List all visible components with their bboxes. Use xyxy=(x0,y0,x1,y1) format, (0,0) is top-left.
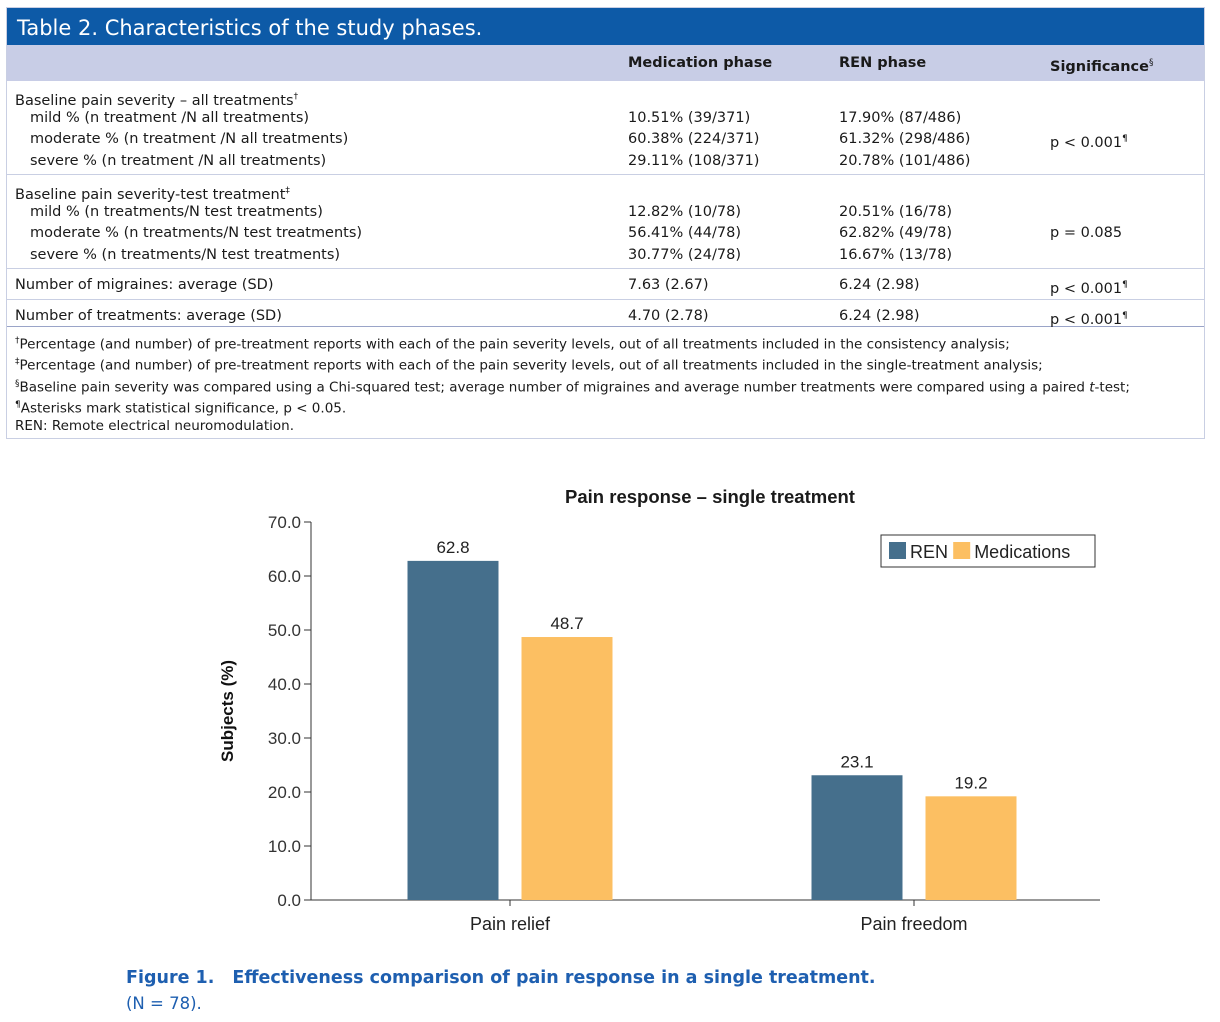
row-label: Number of migraines: average (SD) xyxy=(15,277,274,293)
group-heading-mark: † xyxy=(293,92,299,102)
table-row-treatments: Number of treatments: average (SD) 4.70 … xyxy=(7,300,1204,329)
row-medication-value: 60.38% (224/371) xyxy=(628,131,760,147)
bar-value-label: 48.7 xyxy=(550,614,583,633)
footnote-italic: t xyxy=(1089,379,1095,396)
footnote-mark: † xyxy=(15,336,20,346)
group-heading-text: Baseline pain severity-test treatment xyxy=(15,186,286,203)
row-ren-value: 16.67% (13/78) xyxy=(839,247,952,263)
bar-ren xyxy=(407,560,499,900)
footnote-mark: ‡ xyxy=(15,357,20,367)
footnote: ‡Percentage (and number) of pre-treatmen… xyxy=(15,354,1043,375)
y-tick-label: 0.0 xyxy=(277,891,301,910)
row-medication-value: 29.11% (108/371) xyxy=(628,153,760,169)
group-heading-text: Baseline pain severity – all treatments xyxy=(15,92,294,109)
footnote-mark: § xyxy=(15,379,20,389)
group-heading: Baseline pain severity-test treatment‡ xyxy=(15,182,290,204)
footnote: §Baseline pain severity was compared usi… xyxy=(15,376,1130,397)
y-axis-label: Subjects (%) xyxy=(218,660,237,762)
footnote-text-after: -test; xyxy=(1094,379,1130,396)
table-group-all-treatments: Baseline pain severity – all treatments†… xyxy=(7,81,1204,175)
x-tick-label: Pain relief xyxy=(470,914,551,934)
figure-label: Figure 1. xyxy=(126,968,215,988)
row-ren-value: 61.32% (298/486) xyxy=(839,131,971,147)
footnote-text: Percentage (and number) of pre-treatment… xyxy=(19,357,1043,374)
row-medication-value: 7.63 (2.67) xyxy=(628,277,709,293)
figure-caption-text: Effectiveness comparison of pain respons… xyxy=(232,968,876,988)
y-tick-label: 10.0 xyxy=(268,837,301,856)
row-label: moderate % (n treatments/N test treatmen… xyxy=(30,225,363,241)
bar-value-label: 23.1 xyxy=(840,752,873,771)
group-heading-mark: ‡ xyxy=(285,186,290,196)
row-ren-value: 62.82% (49/78) xyxy=(839,225,952,241)
bar-medications xyxy=(521,637,613,900)
table-title: Table 2. Characteristics of the study ph… xyxy=(7,8,1204,45)
bar-medications xyxy=(925,796,1017,900)
significance-text: p < 0.001 xyxy=(1050,134,1123,151)
row-label: Number of treatments: average (SD) xyxy=(15,308,282,324)
row-medication-value: 12.82% (10/78) xyxy=(628,204,741,220)
figure-caption: Figure 1. Effectiveness comparison of pai… xyxy=(126,968,876,988)
row-significance: p = 0.085 xyxy=(1050,225,1123,241)
header-medication-phase: Medication phase xyxy=(628,55,773,71)
table-header-row: Medication phase REN phase Significance§ xyxy=(7,45,1204,81)
row-label: moderate % (n treatment /N all treatment… xyxy=(30,131,349,147)
legend-swatch xyxy=(889,542,906,559)
footnote: †Percentage (and number) of pre-treatmen… xyxy=(15,333,1010,354)
legend-label: REN xyxy=(910,542,948,562)
significance-text: p < 0.001 xyxy=(1050,280,1123,297)
footnote-text: Asterisks mark statistical significance,… xyxy=(20,400,347,417)
study-phases-table: Table 2. Characteristics of the study ph… xyxy=(6,7,1205,439)
significance-mark: ¶ xyxy=(1122,311,1128,321)
header-significance: Significance§ xyxy=(1050,45,1153,86)
significance-mark: ¶ xyxy=(1122,134,1128,144)
x-tick-label: Pain freedom xyxy=(860,914,967,934)
row-label: severe % (n treatments/N test treatments… xyxy=(30,247,341,263)
table-group-test-treatment: Baseline pain severity-test treatment‡ m… xyxy=(7,175,1204,269)
row-label: mild % (n treatments/N test treatments) xyxy=(30,204,323,220)
row-ren-value: 20.78% (101/486) xyxy=(839,153,971,169)
footnote-text: Baseline pain severity was compared usin… xyxy=(19,379,1090,396)
header-significance-label: Significance xyxy=(1050,58,1149,75)
row-ren-value: 6.24 (2.98) xyxy=(839,308,920,324)
footnote-text: Percentage (and number) of pre-treatment… xyxy=(19,336,1010,353)
y-tick-label: 70.0 xyxy=(268,513,301,532)
chart-title: Pain response – single treatment xyxy=(565,486,855,507)
y-tick-label: 60.0 xyxy=(268,567,301,586)
header-ren-phase: REN phase xyxy=(839,55,927,71)
table-row-migraines: Number of migraines: average (SD) 7.63 (… xyxy=(7,269,1204,300)
footnote: REN: Remote electrical neuromodulation. xyxy=(15,418,294,435)
row-significance: p < 0.001¶ xyxy=(1050,307,1128,329)
footnote-text: REN: Remote electrical neuromodulation. xyxy=(15,418,294,434)
bar-value-label: 62.8 xyxy=(436,538,469,557)
row-medication-value: 56.41% (44/78) xyxy=(628,225,741,241)
figure-note: (N = 78). xyxy=(126,994,202,1013)
row-significance: p < 0.001¶ xyxy=(1050,276,1128,298)
row-medication-value: 30.77% (24/78) xyxy=(628,247,741,263)
y-tick-label: 30.0 xyxy=(268,729,301,748)
footnote: ¶Asterisks mark statistical significance… xyxy=(15,397,346,418)
row-label: severe % (n treatment /N all treatments) xyxy=(30,153,327,169)
header-significance-mark: § xyxy=(1148,58,1154,68)
bar-value-label: 19.2 xyxy=(954,773,987,792)
bar-ren xyxy=(811,775,903,900)
legend-box xyxy=(880,534,1096,568)
row-ren-value: 17.90% (87/486) xyxy=(839,110,962,126)
row-ren-value: 20.51% (16/78) xyxy=(839,204,952,220)
significance-mark: ¶ xyxy=(1122,280,1128,290)
y-tick-label: 50.0 xyxy=(268,621,301,640)
row-medication-value: 4.70 (2.78) xyxy=(628,308,709,324)
row-significance: p < 0.001¶ xyxy=(1050,130,1128,152)
row-ren-value: 6.24 (2.98) xyxy=(839,277,920,293)
significance-text: p < 0.001 xyxy=(1050,311,1123,328)
y-tick-label: 40.0 xyxy=(268,675,301,694)
legend-label: Medications xyxy=(974,542,1070,562)
row-label: mild % (n treatment /N all treatments) xyxy=(30,110,310,126)
legend-swatch xyxy=(953,542,971,559)
footnote-mark: ¶ xyxy=(15,400,21,410)
group-heading: Baseline pain severity – all treatments† xyxy=(15,88,298,110)
row-medication-value: 10.51% (39/371) xyxy=(628,110,751,126)
y-tick-label: 20.0 xyxy=(268,783,301,802)
